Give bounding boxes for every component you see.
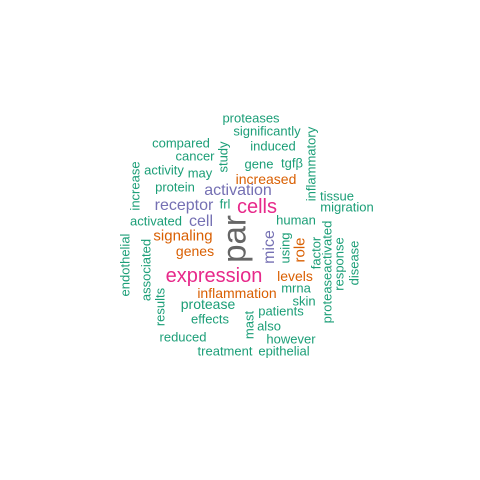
word-receptor: receptor — [154, 197, 214, 214]
word-cells: cells — [236, 196, 278, 218]
word-expression: expression — [165, 265, 263, 287]
word-inflammatory: inflammatory — [303, 126, 319, 202]
word-tissue: tissue — [320, 188, 354, 204]
word-mice: mice — [261, 230, 278, 264]
word-cancer: cancer — [175, 148, 215, 164]
word-proteases: proteases — [222, 110, 280, 126]
word-study: study — [215, 141, 231, 173]
word-protease: protease — [180, 296, 236, 312]
word-endothelial: endothelial — [117, 233, 133, 297]
word-may: may — [187, 165, 213, 181]
word-skin: skin — [292, 293, 316, 309]
word-increase: increase — [127, 161, 143, 211]
word-using: using — [277, 232, 293, 264]
word-patients: patients — [258, 303, 304, 319]
word-activity: activity — [144, 162, 184, 178]
word-increased: increased — [235, 171, 297, 187]
word-frl: frl — [219, 196, 231, 212]
word-human: human — [276, 212, 316, 228]
word-mrna: mrna — [281, 280, 311, 296]
word-migration: migration — [320, 199, 374, 215]
word-results: results — [152, 287, 168, 327]
word-significantly: significantly — [233, 123, 301, 139]
word-gene: gene — [244, 156, 274, 172]
word-however: however — [266, 331, 316, 347]
word-activated: activated — [129, 213, 183, 229]
word-cell: cell — [188, 213, 214, 230]
word-treatment: treatment — [197, 343, 253, 359]
word-induced: induced — [250, 138, 296, 154]
word-levels: levels — [277, 268, 313, 284]
word-mast: mast — [241, 310, 257, 340]
word-signaling: signaling — [153, 227, 213, 245]
word-inflammation: inflammation — [197, 285, 277, 301]
word-response: response — [331, 237, 347, 291]
word-compared: compared — [152, 135, 210, 151]
word-also: also — [257, 318, 281, 334]
word-genes: genes — [175, 243, 215, 259]
word-activation: activation — [204, 182, 272, 199]
word-associated: associated — [138, 238, 154, 302]
word-reduced: reduced — [159, 329, 207, 345]
word-protein: protein — [155, 179, 195, 195]
word-tgfb: tgfβ — [281, 155, 303, 171]
word-disease: disease — [346, 240, 362, 286]
word-effects: effects — [190, 311, 230, 327]
word-role: role — [291, 237, 309, 263]
word-par: par — [215, 215, 253, 263]
word-epithelial: epithelial — [258, 343, 310, 359]
